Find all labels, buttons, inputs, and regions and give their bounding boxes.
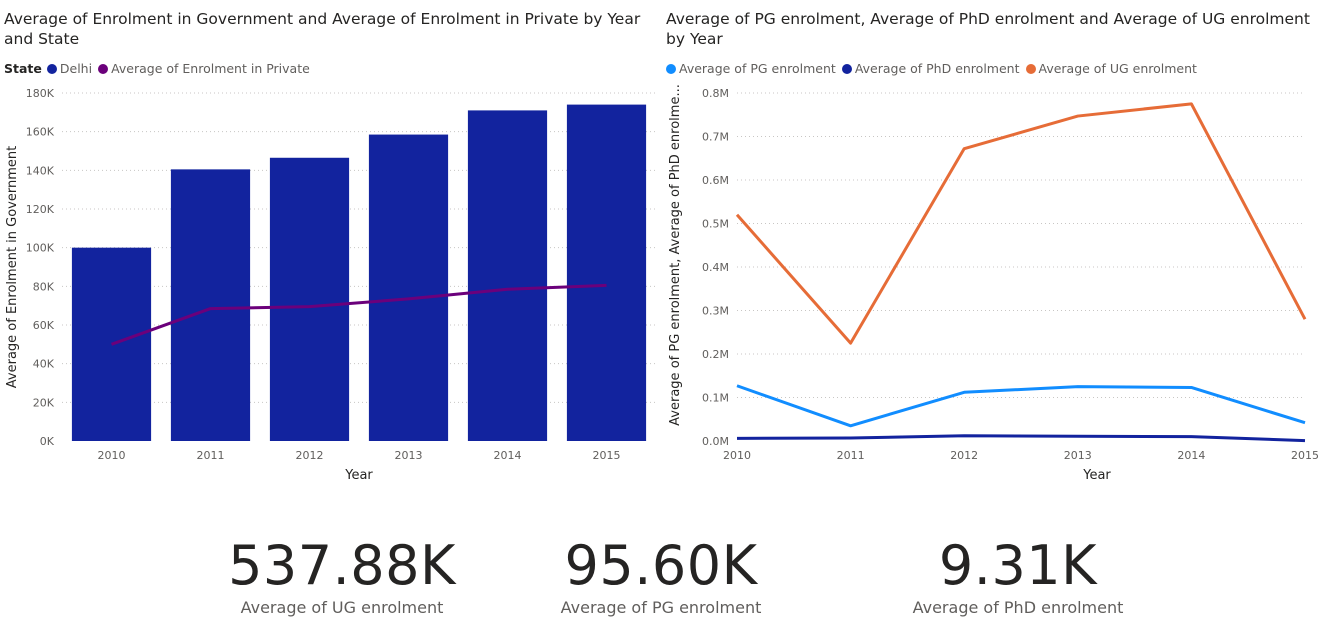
card-pg-value: 95.60K <box>564 534 758 597</box>
x-tick-label: 2010 <box>723 449 751 462</box>
x-tick-label: 2014 <box>494 449 522 462</box>
bar-2011[interactable] <box>170 169 251 441</box>
legend-dot-icon <box>841 63 852 74</box>
chart2-plot[interactable]: 0.0M 0.1M 0.2M 0.3M 0.4M 0.5M 0.6M 0.7M 0.8M 2010… <box>660 80 1323 490</box>
card-phd-enrolment[interactable]: 9.31K Average of PhD enrolment <box>888 534 1148 618</box>
x-tick-label: 2015 <box>593 449 621 462</box>
card-phd-value: 9.31K <box>938 534 1098 597</box>
bar-2013[interactable] <box>368 134 449 442</box>
chart1-legend-item-delhi[interactable]: Delhi <box>46 61 92 76</box>
line-series-1[interactable] <box>736 434 1306 443</box>
line-series-0[interactable] <box>736 384 1306 428</box>
x-tick-label: 2012 <box>296 449 324 462</box>
legend-dot-icon <box>666 63 676 74</box>
y-tick-label: 80K <box>33 280 55 293</box>
chart1-legend: State Delhi Average of Enrolment in Priv… <box>4 61 316 76</box>
y-tick-label: 160K <box>26 126 55 139</box>
line-series-2[interactable] <box>735 102 1307 345</box>
x-tick-label: 2011 <box>197 449 225 462</box>
y-tick-label: 140K <box>26 164 55 177</box>
legend-dot-icon <box>98 63 109 74</box>
chart1-legend-item-private[interactable]: Average of Enrolment in Private <box>98 61 310 76</box>
legend-dot-icon <box>1025 63 1036 74</box>
y-tick-label: 0.6M <box>702 174 729 187</box>
bar-2015[interactable] <box>566 104 647 441</box>
x-tick-label: 2013 <box>1064 449 1092 462</box>
x-tick-label: 2012 <box>950 449 978 462</box>
y-tick-label: 0.1M <box>702 392 729 405</box>
card-pg-label: Average of PG enrolment <box>560 598 762 617</box>
y-tick-label: 0.0M <box>702 435 729 448</box>
x-axis-label: Year <box>344 468 373 483</box>
card-pg-enrolment[interactable]: 95.60K Average of PG enrolment <box>531 534 791 618</box>
y-tick-label: 0.7M <box>702 131 729 144</box>
chart2-legend: Average of PG enrolment Average of PhD e… <box>666 61 1203 76</box>
chart1-title: Average of Enrolment in Government and A… <box>4 10 641 48</box>
legend-dot-icon <box>46 63 57 74</box>
y-tick-label: 0.5M <box>702 218 729 231</box>
chart2-legend-item-phd[interactable]: Average of PhD enrolment <box>841 61 1020 76</box>
y-tick-label: 0.2M <box>702 348 729 361</box>
y-tick-label: 40K <box>33 358 55 371</box>
x-axis-label: Year <box>1082 468 1111 483</box>
x-tick-label: 2013 <box>395 449 423 462</box>
card-ug-enrolment[interactable]: 537.88K Average of UG enrolment <box>212 534 472 618</box>
y-tick-label: 120K <box>26 203 55 216</box>
chart1-plot[interactable]: 0K 20K 40K 60K 80K 100K 120K 140K 160K 180K 2010 20… <box>0 80 660 490</box>
y-axis-label: Average of PG enrolment, Average of PhD … <box>668 84 683 426</box>
chart2-legend-item-ug[interactable]: Average of UG enrolment <box>1025 61 1197 76</box>
y-tick-label: 20K <box>33 396 55 409</box>
card-ug-label: Average of UG enrolment <box>240 598 444 617</box>
y-tick-label: 0.3M <box>702 305 729 318</box>
y-tick-label: 100K <box>26 242 55 255</box>
chart1-legend-title: State <box>4 61 42 76</box>
card-ug-value: 537.88K <box>228 534 456 597</box>
chart2-legend-item-pg[interactable]: Average of PG enrolment <box>666 61 836 76</box>
bar-2014[interactable] <box>467 110 548 442</box>
line-average-enrolment-private <box>110 283 607 346</box>
y-tick-label: 0.4M <box>702 261 729 274</box>
y-axis-label: Average of Enrolment in Government <box>5 146 20 388</box>
y-tick-label: 180K <box>26 87 55 100</box>
bar-2012[interactable] <box>269 157 350 441</box>
y-tick-label: 60K <box>33 319 55 332</box>
x-tick-label: 2014 <box>1177 449 1205 462</box>
x-tick-label: 2015 <box>1291 449 1319 462</box>
card-phd-label: Average of PhD enrolment <box>912 598 1124 617</box>
x-tick-label: 2010 <box>98 449 126 462</box>
x-tick-label: 2011 <box>837 449 865 462</box>
y-tick-label: 0.8M <box>702 87 729 100</box>
chart2-title: Average of PG enrolment, Average of PhD … <box>666 10 1310 48</box>
y-tick-label: 0K <box>40 435 55 448</box>
